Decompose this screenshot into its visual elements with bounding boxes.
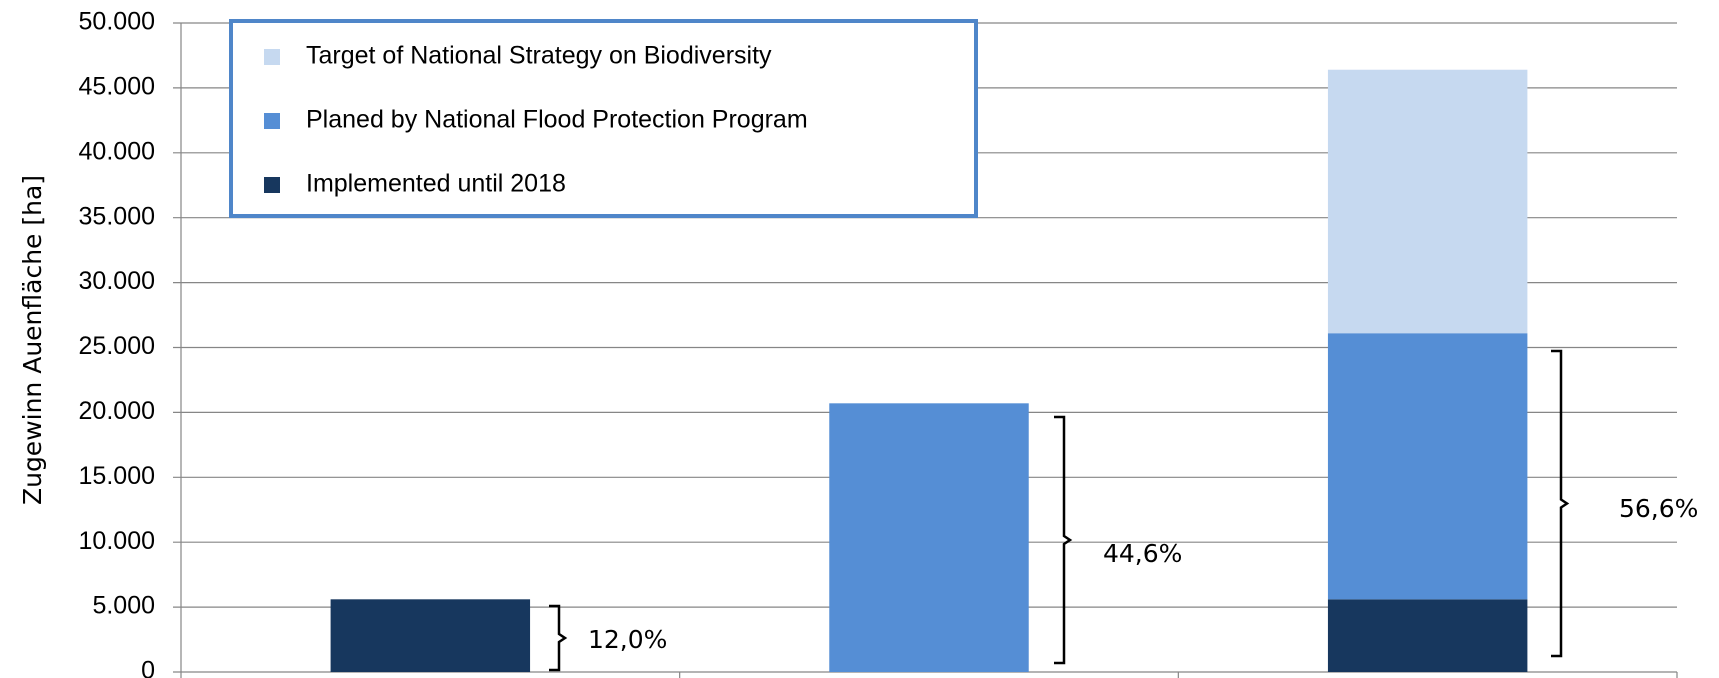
y-tick-label: 15.000 bbox=[79, 462, 155, 490]
y-tick-label: 0 bbox=[141, 657, 155, 678]
legend-box bbox=[229, 19, 978, 218]
legend-label: Target of National Strategy on Biodivers… bbox=[306, 42, 772, 70]
y-axis-label: Zugewinn Auenfläche [ha] bbox=[18, 175, 47, 505]
legend-swatch bbox=[264, 177, 280, 193]
y-tick-label: 30.000 bbox=[79, 267, 155, 295]
y-tick-label: 5.000 bbox=[92, 592, 155, 620]
bracket bbox=[1054, 415, 1073, 665]
legend-label: Planed by National Flood Protection Prog… bbox=[306, 106, 808, 134]
y-tick-label: 25.000 bbox=[79, 332, 155, 360]
y-tick-label: 35.000 bbox=[79, 202, 155, 230]
bar-segment bbox=[330, 599, 531, 672]
bar-segment bbox=[1327, 599, 1528, 672]
y-tick-label: 50.000 bbox=[79, 8, 155, 36]
y-tick-label: 45.000 bbox=[79, 73, 155, 101]
legend-swatch bbox=[264, 113, 280, 129]
bar-segment bbox=[829, 403, 1029, 672]
legend-swatch bbox=[264, 49, 280, 65]
bar-segment bbox=[1327, 69, 1528, 334]
y-tick-label: 20.000 bbox=[79, 397, 155, 425]
legend-label: Implemented until 2018 bbox=[306, 170, 566, 198]
bracket bbox=[549, 604, 568, 672]
bracket bbox=[1551, 349, 1570, 658]
bar-segment bbox=[1327, 333, 1528, 600]
y-tick-label: 10.000 bbox=[79, 527, 155, 555]
annotation: 44,6% bbox=[1103, 539, 1182, 568]
annotation: 12,0% bbox=[588, 625, 667, 654]
annotation: 56,6% bbox=[1619, 494, 1698, 523]
y-tick-label: 40.000 bbox=[79, 137, 155, 165]
